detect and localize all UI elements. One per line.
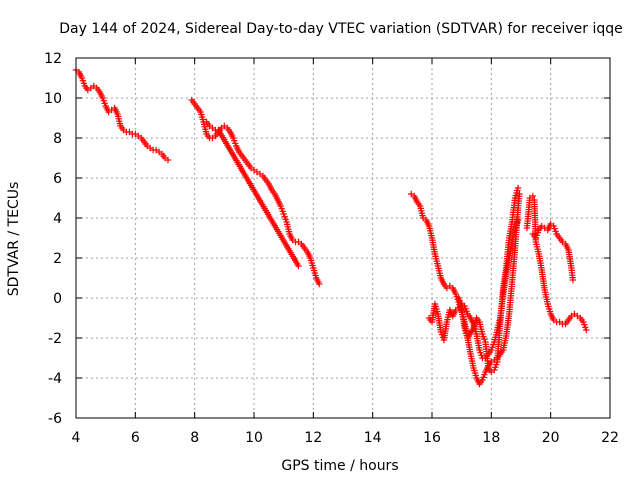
series-segment-1 bbox=[72, 66, 172, 164]
x-tick-label: 12 bbox=[304, 430, 322, 446]
y-tick-label: 4 bbox=[53, 211, 62, 227]
series-segment-2 bbox=[188, 96, 323, 288]
data-point bbox=[295, 262, 302, 270]
data-point bbox=[164, 156, 172, 164]
y-axis-title: SDTVAR / TECUs bbox=[6, 182, 22, 297]
y-tick-label: 12 bbox=[44, 51, 62, 67]
y-tick-label: -2 bbox=[48, 331, 62, 347]
data-point bbox=[569, 276, 577, 284]
data-point bbox=[316, 280, 323, 288]
axis-ticks bbox=[75, 57, 611, 419]
y-tick-label: 10 bbox=[44, 91, 62, 107]
series-segment-4-upper bbox=[529, 220, 577, 284]
x-tick-label: 6 bbox=[131, 430, 140, 446]
data-point bbox=[529, 192, 537, 200]
y-tick-label: 0 bbox=[53, 291, 62, 307]
x-tick-label: 16 bbox=[423, 430, 441, 446]
x-tick-label: 20 bbox=[542, 430, 560, 446]
y-tick-label: -4 bbox=[48, 371, 62, 387]
y-tick-label: 8 bbox=[53, 131, 62, 147]
data-point bbox=[514, 216, 522, 224]
data-series bbox=[72, 66, 590, 388]
y-tick-label: 6 bbox=[53, 171, 62, 187]
chart-title: Day 144 of 2024, Sidereal Day-to-day VTE… bbox=[59, 21, 623, 37]
x-tick-label: 8 bbox=[190, 430, 199, 446]
series-segment-3-mid bbox=[455, 184, 522, 376]
y-tick-label: 2 bbox=[53, 251, 62, 267]
series-segment-2-branch bbox=[203, 118, 302, 270]
data-point bbox=[583, 326, 590, 334]
x-tick-label: 10 bbox=[245, 430, 263, 446]
y-tick-label: -6 bbox=[48, 411, 62, 427]
x-tick-label: 14 bbox=[364, 430, 382, 446]
data-point bbox=[514, 184, 522, 192]
x-axis-title: GPS time / hours bbox=[281, 458, 398, 474]
x-tick-label: 22 bbox=[601, 430, 619, 446]
x-tick-label: 18 bbox=[482, 430, 500, 446]
plot-frame bbox=[75, 57, 611, 419]
data-point bbox=[516, 190, 523, 198]
x-tick-label: 4 bbox=[72, 430, 81, 446]
tick-labels: 4 6 8 10 12 14 16 18 20 22 -6 -4 -2 0 2 4 6 8 10 12 bbox=[44, 51, 619, 446]
